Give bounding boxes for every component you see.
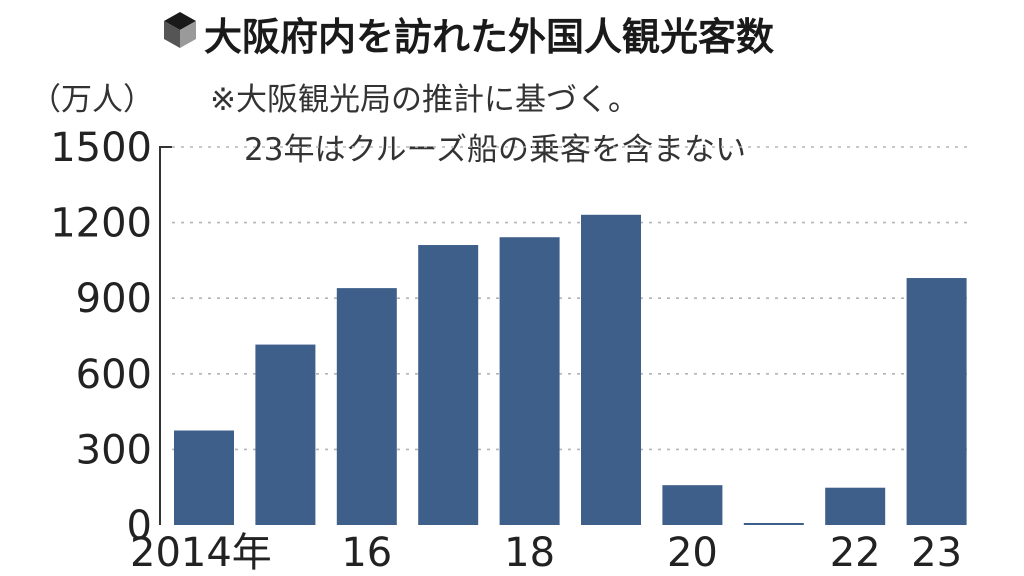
bar-21 [743,522,804,525]
bar-16 [336,288,397,525]
grid-lines [172,146,970,451]
y-tick-label: 600 [76,352,152,398]
bar-18 [499,237,560,525]
bar-23 [906,278,967,525]
bar-22 [825,487,886,525]
bar-15 [255,344,316,525]
y-tick-label: 900 [76,276,152,322]
x-axis-ticks: 2014年 16 18 20 22 23 [130,530,962,576]
x-tick-label: 2014年 [130,530,272,576]
y-tick-label: 1500 [50,125,152,171]
bar-series [174,214,967,525]
chart-title: 大阪府内を訪れた外国人観光客数 [204,15,774,59]
y-tick-label: 300 [76,427,152,473]
y-axis-ticks: 0 300 600 900 1200 1500 [50,125,152,549]
unit-label: （万人） [30,82,154,118]
x-tick-label: 18 [504,530,555,576]
source-note: ※大阪観光局の推計に基づく。 [210,82,639,118]
bar-2014年 [174,430,234,525]
x-tick-label: 23 [911,530,962,576]
exclusion-note: 23年はクルーズ船の乗客を含まない [244,132,746,168]
bar-19 [581,214,641,525]
y-tick-label: 0 [127,503,152,549]
bar-20 [662,485,723,525]
x-tick-label: 16 [341,530,392,576]
x-tick-label: 22 [830,530,881,576]
bar-17 [418,245,479,525]
x-tick-label: 20 [667,530,718,576]
cube-icon [164,12,196,48]
y-axis-line [159,146,172,525]
y-tick-label: 1200 [50,201,152,247]
